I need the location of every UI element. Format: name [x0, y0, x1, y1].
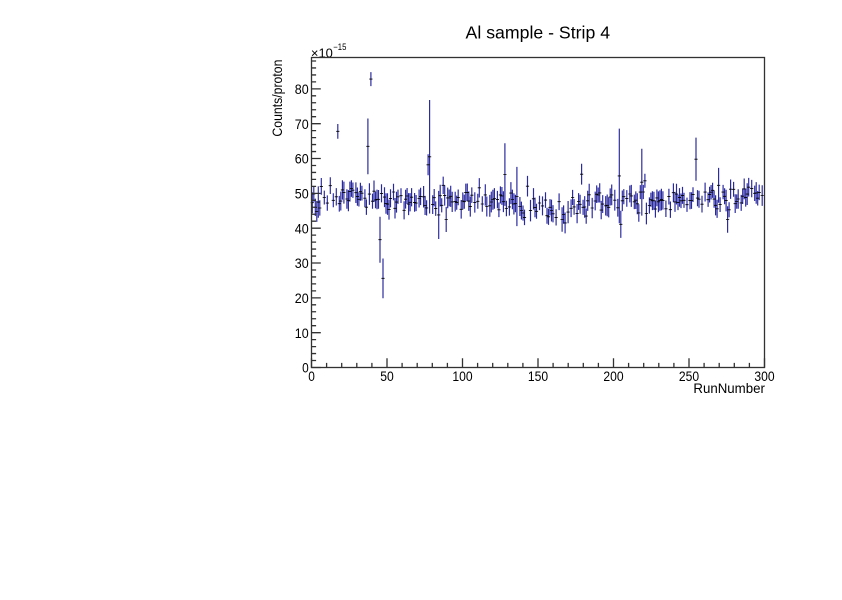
svg-text:20: 20	[295, 291, 309, 307]
svg-text:70: 70	[295, 117, 309, 133]
svg-text:60: 60	[295, 152, 309, 168]
svg-text:RunNumber: RunNumber	[693, 381, 765, 396]
svg-text:80: 80	[295, 82, 309, 98]
svg-text:0: 0	[302, 361, 309, 377]
svg-text:100: 100	[452, 369, 472, 385]
svg-text:50: 50	[295, 187, 309, 203]
svg-text:250: 250	[679, 369, 699, 385]
svg-text:50: 50	[380, 369, 394, 385]
svg-text:200: 200	[603, 369, 623, 385]
svg-text:×10: ×10	[311, 47, 333, 61]
svg-text:30: 30	[295, 256, 309, 272]
svg-text:Counts/proton: Counts/proton	[269, 60, 285, 137]
svg-text:150: 150	[528, 369, 548, 385]
svg-text:10: 10	[295, 326, 309, 342]
svg-text:300: 300	[754, 369, 774, 385]
svg-text:0: 0	[308, 369, 315, 385]
svg-text:−15: −15	[333, 42, 346, 52]
svg-text:Al sample - Strip 4: Al sample - Strip 4	[466, 23, 611, 43]
svg-text:40: 40	[295, 221, 309, 237]
